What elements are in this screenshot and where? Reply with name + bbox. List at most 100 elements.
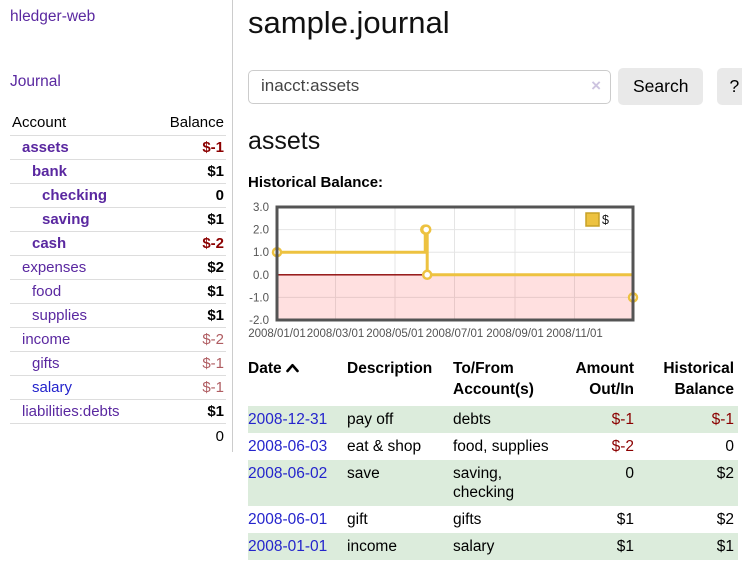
account-link[interactable]: food — [32, 283, 62, 300]
transaction-amount: $1 — [616, 538, 634, 555]
account-heading: assets — [248, 127, 321, 155]
account-link[interactable]: gifts — [32, 355, 60, 372]
transaction-date-link[interactable]: 2008-06-02 — [248, 465, 328, 482]
account-balance: $1 — [151, 399, 226, 424]
account-column-header: To/From Account(s) — [453, 360, 534, 398]
transaction-amount: $-1 — [611, 411, 634, 428]
account-column-header: Account — [10, 111, 152, 136]
svg-text:2.0: 2.0 — [253, 225, 269, 237]
svg-text:2008/05/01: 2008/05/01 — [366, 328, 424, 340]
account-link[interactable]: saving — [42, 211, 90, 228]
svg-text:2008/03/01: 2008/03/01 — [307, 328, 365, 340]
search-input[interactable] — [248, 69, 611, 104]
account-link[interactable]: liabilities:debts — [22, 403, 120, 420]
total-row: 0 — [10, 423, 226, 448]
account-row: liabilities:debts $1 — [10, 399, 226, 424]
account-balance: $1 — [151, 207, 226, 232]
historical-balance-chart-container: 3.0 2.0 1.0 0.0 -1.0 -2.0 2008/01/01 2008/03/01… — [248, 197, 740, 345]
sidebar: hledger-web Journal Account Balance asse… — [0, 0, 233, 452]
account-balance: $-1 — [151, 135, 226, 160]
account-balance: $-1 — [151, 351, 226, 376]
register-row: 2008-01-01 income salary $1 $1 — [248, 533, 738, 560]
svg-text:-1.0: -1.0 — [249, 292, 269, 304]
transaction-date-link[interactable]: 2008-06-03 — [248, 438, 328, 455]
transaction-balance: $2 — [716, 465, 734, 482]
total-balance: 0 — [151, 423, 226, 448]
account-link[interactable]: expenses — [22, 259, 87, 276]
account-link[interactable]: assets — [22, 139, 69, 156]
help-button[interactable]: ? — [717, 68, 742, 105]
account-row: salary $-1 — [10, 375, 226, 400]
search-form: × Search ? — [248, 68, 742, 105]
account-balance: $1 — [151, 279, 226, 304]
account-link[interactable]: bank — [32, 163, 68, 180]
register-table: Date Description To/From Account(s) Amou… — [248, 358, 738, 560]
search-button[interactable]: Search — [618, 68, 704, 105]
transaction-accounts: food, supplies — [453, 438, 549, 455]
register-row: 2008-06-02 save saving, checking 0 $2 — [248, 460, 738, 506]
transaction-balance: 0 — [725, 438, 734, 455]
svg-text:2008/07/01: 2008/07/01 — [426, 328, 484, 340]
date-column-header: Date — [248, 358, 347, 406]
chart-label: Historical Balance: — [248, 174, 384, 191]
transaction-accounts: saving, checking — [453, 465, 515, 501]
transaction-amount: 0 — [625, 465, 634, 482]
svg-text:0.0: 0.0 — [253, 270, 269, 282]
page-title: sample.journal — [248, 5, 450, 40]
clear-search-icon[interactable]: × — [591, 75, 601, 95]
account-balance: $1 — [151, 159, 226, 184]
amount-column-header: Amount Out/In — [575, 360, 634, 398]
transaction-date-link[interactable]: 2008-06-01 — [248, 511, 328, 528]
account-link[interactable]: salary — [32, 379, 73, 396]
transaction-balance: $-1 — [711, 411, 734, 428]
transaction-accounts: gifts — [453, 511, 482, 528]
svg-text:2008/09/01: 2008/09/01 — [486, 328, 544, 340]
transaction-date-link[interactable]: 2008-12-31 — [248, 411, 328, 428]
sidebar-item-journal[interactable]: Journal — [10, 73, 61, 90]
transaction-balance: $1 — [716, 538, 734, 555]
transaction-description: save — [347, 465, 380, 482]
transaction-accounts: debts — [453, 411, 491, 428]
balance-column-header: Balance — [151, 111, 226, 136]
account-balance: $1 — [151, 303, 226, 328]
account-row: gifts $-1 — [10, 351, 226, 376]
svg-text:2008/11/01: 2008/11/01 — [546, 328, 603, 340]
transaction-date-link[interactable]: 2008-01-01 — [248, 538, 328, 555]
account-row: assets $-1 — [10, 135, 226, 160]
svg-text:1.0: 1.0 — [253, 247, 269, 259]
account-balance: $-2 — [151, 327, 226, 352]
account-row: bank $1 — [10, 159, 226, 184]
register-row: 2008-06-01 gift gifts $1 $2 — [248, 506, 738, 533]
account-row: food $1 — [10, 279, 226, 304]
transaction-amount: $1 — [616, 511, 634, 528]
account-row: checking 0 — [10, 183, 226, 208]
register-row: 2008-06-03 eat & shop food, supplies $-2 0 — [248, 433, 738, 460]
account-balance: $2 — [151, 255, 226, 280]
account-balance: $-2 — [151, 231, 226, 256]
register-row: 2008-12-31 pay off debts $-1 $-1 — [248, 406, 738, 433]
account-link[interactable]: checking — [42, 187, 108, 204]
transaction-amount: $-2 — [611, 438, 634, 455]
account-row: supplies $1 — [10, 303, 226, 328]
account-link[interactable]: supplies — [32, 307, 88, 324]
sort-ascending-icon — [285, 358, 299, 379]
main-content: sample.journal × Search ? assets Histori… — [248, 0, 742, 560]
account-balance: 0 — [151, 183, 226, 208]
account-link[interactable]: income — [22, 331, 71, 348]
description-column-header: Description — [347, 360, 433, 377]
register-body: 2008-12-31 pay off debts $-1 $-1 2008-06-03 ea… — [248, 406, 738, 560]
account-link[interactable]: cash — [32, 235, 67, 252]
transaction-balance: $2 — [716, 511, 734, 528]
legend-label: $ — [602, 213, 609, 227]
account-row: income $-2 — [10, 327, 226, 352]
brand-link[interactable]: hledger-web — [10, 8, 96, 25]
account-balances-table: Account Balance assets $-1 bank $1 checking 0… — [10, 111, 226, 448]
transaction-accounts: salary — [453, 538, 495, 555]
svg-text:-2.0: -2.0 — [249, 315, 269, 327]
svg-text:2008/01/01: 2008/01/01 — [248, 328, 306, 340]
account-row: cash $-2 — [10, 231, 226, 256]
transaction-description: eat & shop — [347, 438, 422, 455]
account-row: saving $1 — [10, 207, 226, 232]
transaction-description: gift — [347, 511, 368, 528]
